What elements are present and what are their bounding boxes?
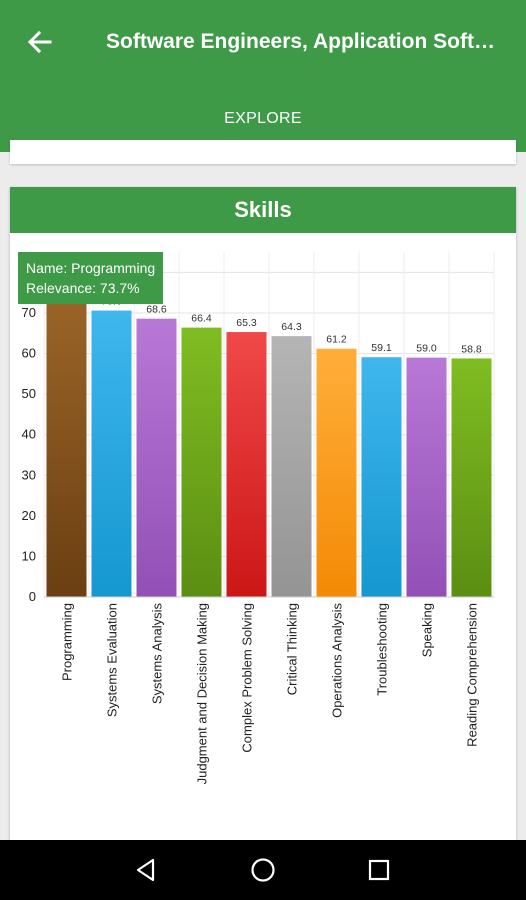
x-tick-label: Operations Analysis bbox=[330, 603, 345, 718]
bar-value-label: 64.3 bbox=[281, 321, 302, 333]
bar bbox=[46, 297, 87, 597]
bar bbox=[451, 358, 492, 597]
bar-value-label: 65.3 bbox=[236, 317, 257, 329]
nav-back-button[interactable] bbox=[121, 850, 171, 890]
x-tick-label: Speaking bbox=[420, 603, 435, 657]
bar bbox=[361, 357, 402, 597]
x-tick-label: Systems Evaluation bbox=[105, 603, 120, 717]
x-tick-label: Critical Thinking bbox=[285, 603, 300, 695]
y-tick-label: 10 bbox=[22, 548, 36, 563]
tab-explore-label: EXPLORE bbox=[224, 110, 302, 127]
y-tick-label: 70 bbox=[22, 305, 36, 320]
tooltip-relevance: Relevance: 73.7% bbox=[26, 280, 140, 296]
y-tick-label: 40 bbox=[22, 427, 36, 442]
bar bbox=[91, 310, 132, 597]
y-tick-label: 20 bbox=[22, 508, 36, 523]
x-tick-label: Programming bbox=[60, 603, 75, 681]
x-tick-label: Judgment and Decision Making bbox=[195, 603, 210, 784]
x-tick-label: Troubleshooting bbox=[375, 603, 390, 696]
tooltip-name: Name: Programming bbox=[26, 260, 156, 276]
app-bar: Software Engineers, Application Softw… E… bbox=[0, 0, 526, 152]
bar bbox=[316, 348, 357, 597]
bar-value-label: 66.4 bbox=[191, 313, 212, 325]
back-triangle-icon bbox=[136, 858, 155, 882]
recents-square-icon bbox=[368, 859, 390, 881]
home-circle-icon bbox=[251, 858, 275, 882]
bar bbox=[136, 318, 177, 597]
x-tick-label: Reading Comprehension bbox=[465, 603, 480, 747]
bar bbox=[226, 332, 267, 597]
nav-recents-button[interactable] bbox=[354, 850, 404, 890]
back-button[interactable] bbox=[18, 22, 62, 62]
previous-card bbox=[10, 140, 516, 164]
bar-value-label: 59.0 bbox=[416, 343, 437, 355]
y-tick-label: 50 bbox=[22, 386, 36, 401]
bar bbox=[181, 327, 222, 597]
x-tick-label: Systems Analysis bbox=[150, 603, 165, 705]
x-tick-label: Complex Problem Solving bbox=[240, 603, 255, 753]
y-tick-label: 0 bbox=[29, 589, 36, 604]
system-nav-bar bbox=[0, 840, 526, 900]
nav-home-button[interactable] bbox=[238, 850, 288, 890]
bar-value-label: 68.6 bbox=[146, 304, 167, 316]
skills-card-title: Skills bbox=[10, 187, 516, 233]
bar-value-label: 61.2 bbox=[326, 334, 347, 346]
bar-value-label: 58.8 bbox=[461, 343, 482, 355]
bar-value-label: 59.1 bbox=[371, 342, 392, 354]
arrow-left-icon bbox=[27, 30, 52, 54]
chart-tooltip: Name: Programming Relevance: 73.7% bbox=[18, 252, 164, 304]
bar bbox=[271, 336, 312, 597]
y-tick-label: 30 bbox=[22, 467, 36, 482]
y-tick-label: 60 bbox=[22, 346, 36, 361]
bar bbox=[406, 357, 447, 597]
